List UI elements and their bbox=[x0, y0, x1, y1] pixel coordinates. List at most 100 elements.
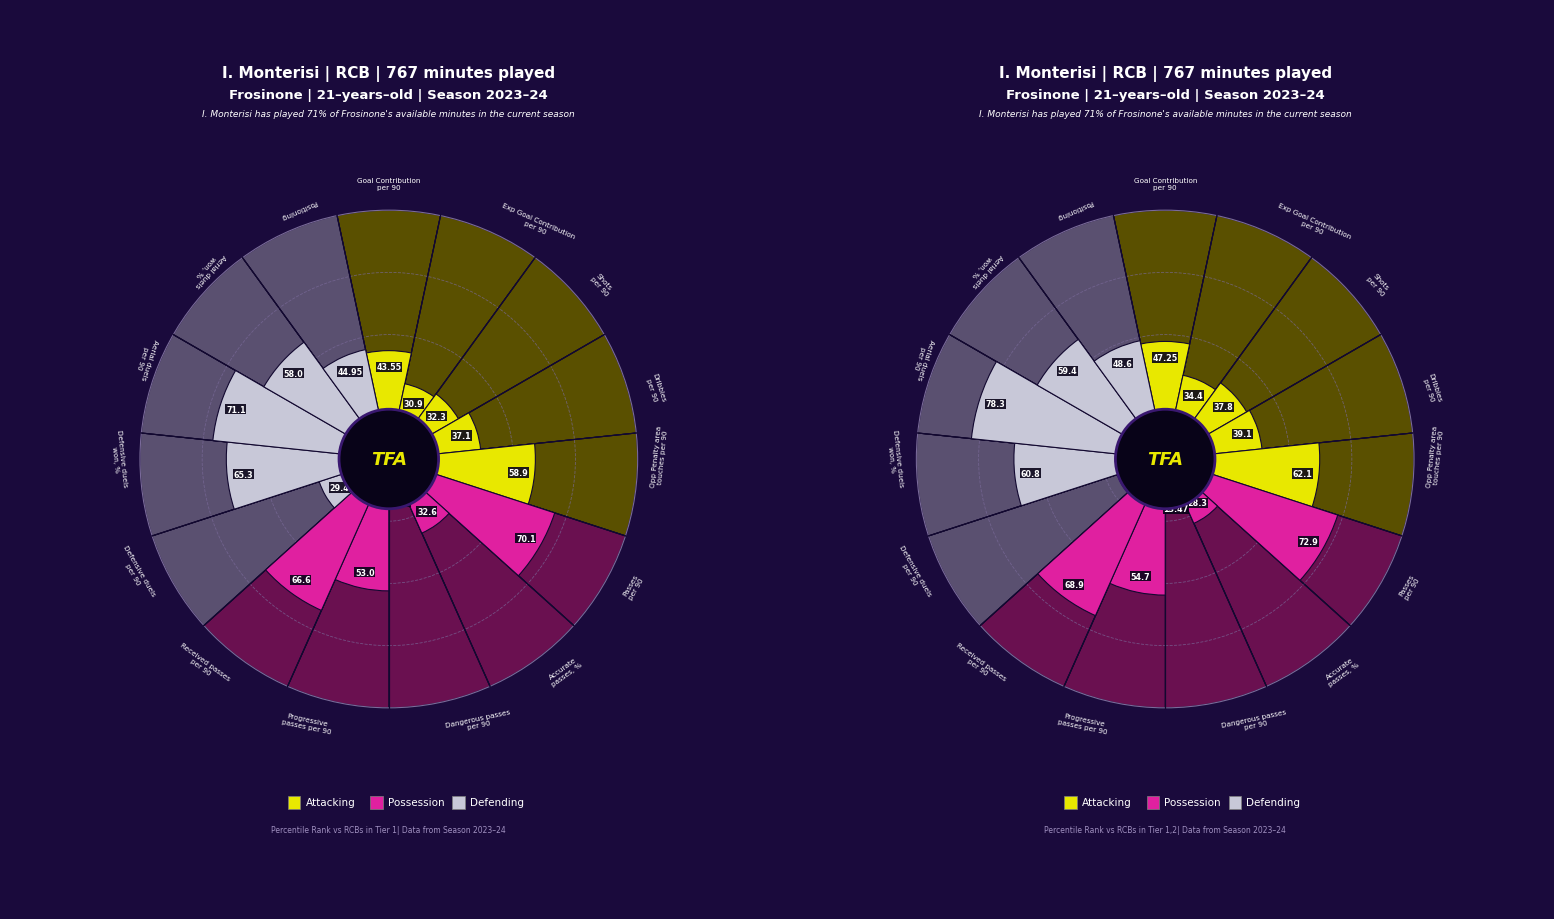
Wedge shape bbox=[388, 460, 573, 686]
Text: 43.55: 43.55 bbox=[376, 363, 401, 372]
Text: 78.3: 78.3 bbox=[985, 400, 1005, 409]
Text: Percentile Rank vs RCBs in Tier 1| Data from Season 2023–24: Percentile Rank vs RCBs in Tier 1| Data … bbox=[272, 825, 507, 834]
Text: I. Monterisi | RCB | 767 minutes played: I. Monterisi | RCB | 767 minutes played bbox=[222, 65, 555, 82]
Wedge shape bbox=[1166, 383, 1246, 460]
Text: 59.4: 59.4 bbox=[1058, 367, 1077, 376]
Text: 34.4: 34.4 bbox=[1184, 391, 1203, 401]
Text: Defensive duels
per 90: Defensive duels per 90 bbox=[892, 544, 932, 600]
Text: Accurate
passes, %: Accurate passes, % bbox=[1322, 655, 1360, 687]
Text: 58.0: 58.0 bbox=[284, 369, 303, 379]
Wedge shape bbox=[141, 335, 388, 460]
Text: I. Monterisi | RCB | 767 minutes played: I. Monterisi | RCB | 767 minutes played bbox=[999, 65, 1332, 82]
Text: 62.1: 62.1 bbox=[1293, 470, 1313, 479]
Text: 28.3: 28.3 bbox=[1187, 499, 1207, 508]
Wedge shape bbox=[388, 460, 555, 576]
Text: 30.9: 30.9 bbox=[404, 400, 423, 409]
Wedge shape bbox=[981, 460, 1166, 686]
Text: 71.1: 71.1 bbox=[227, 405, 246, 414]
Wedge shape bbox=[213, 371, 388, 460]
Wedge shape bbox=[242, 216, 388, 460]
Wedge shape bbox=[1166, 434, 1414, 537]
Text: Possession: Possession bbox=[1164, 798, 1220, 808]
FancyBboxPatch shape bbox=[287, 797, 300, 809]
Text: 53.0: 53.0 bbox=[354, 568, 375, 577]
Text: I. Monterisi has played 71% of Frosinone's available minutes in the current seas: I. Monterisi has played 71% of Frosinone… bbox=[202, 110, 575, 119]
Text: 48.6: 48.6 bbox=[1113, 359, 1133, 369]
Wedge shape bbox=[367, 351, 412, 460]
Text: Received passes
per 90: Received passes per 90 bbox=[174, 641, 232, 687]
Text: 32.6: 32.6 bbox=[416, 507, 437, 516]
Wedge shape bbox=[227, 443, 388, 510]
Wedge shape bbox=[388, 434, 637, 537]
Text: 44.95: 44.95 bbox=[337, 368, 362, 377]
Text: Dribbles
per 90: Dribbles per 90 bbox=[645, 372, 667, 405]
Text: Aerial duels
per 90: Aerial duels per 90 bbox=[909, 336, 936, 380]
Wedge shape bbox=[266, 460, 388, 611]
Wedge shape bbox=[917, 434, 1166, 537]
Text: Defending: Defending bbox=[1246, 798, 1301, 808]
Wedge shape bbox=[1166, 460, 1179, 493]
Wedge shape bbox=[1166, 258, 1380, 460]
Wedge shape bbox=[1038, 460, 1166, 616]
Text: 39.1: 39.1 bbox=[1232, 430, 1253, 439]
Circle shape bbox=[1116, 410, 1215, 509]
Text: 47.25: 47.25 bbox=[1153, 354, 1178, 363]
Wedge shape bbox=[337, 211, 440, 460]
Wedge shape bbox=[152, 460, 388, 626]
Wedge shape bbox=[264, 343, 388, 460]
Wedge shape bbox=[204, 460, 388, 686]
Wedge shape bbox=[388, 394, 458, 460]
Wedge shape bbox=[388, 335, 636, 460]
Text: Aerial duels
won, %: Aerial duels won, % bbox=[190, 248, 227, 289]
FancyBboxPatch shape bbox=[1064, 797, 1077, 809]
Text: Defending: Defending bbox=[469, 798, 524, 808]
Text: 29.4: 29.4 bbox=[329, 483, 350, 493]
Wedge shape bbox=[1117, 460, 1166, 494]
Text: Defensive duels
per 90: Defensive duels per 90 bbox=[117, 544, 155, 600]
Wedge shape bbox=[1114, 211, 1217, 460]
Wedge shape bbox=[1166, 376, 1215, 460]
Text: Attacking: Attacking bbox=[306, 798, 356, 808]
Text: Shots
per 90: Shots per 90 bbox=[589, 271, 614, 298]
Text: Dangerous passes
per 90: Dangerous passes per 90 bbox=[444, 709, 513, 735]
Text: Aerial duels
per 90: Aerial duels per 90 bbox=[134, 336, 159, 380]
Text: 20.2: 20.2 bbox=[1125, 472, 1145, 481]
Wedge shape bbox=[287, 460, 388, 708]
Text: Possession: Possession bbox=[387, 798, 444, 808]
Wedge shape bbox=[388, 460, 399, 485]
Wedge shape bbox=[388, 384, 434, 460]
Wedge shape bbox=[1013, 444, 1166, 506]
Wedge shape bbox=[140, 434, 388, 537]
Text: Goal Contribution
per 90: Goal Contribution per 90 bbox=[1133, 178, 1197, 191]
Wedge shape bbox=[1166, 335, 1413, 460]
Wedge shape bbox=[1166, 443, 1319, 507]
Text: 13.47: 13.47 bbox=[1164, 505, 1189, 514]
Text: Defensive duels
won, %: Defensive duels won, % bbox=[109, 429, 127, 488]
Text: Dangerous passes
per 90: Dangerous passes per 90 bbox=[1221, 709, 1288, 735]
Text: 66.6: 66.6 bbox=[291, 576, 311, 584]
Text: Attacking: Attacking bbox=[1082, 798, 1131, 808]
Text: 37.1: 37.1 bbox=[451, 432, 471, 440]
Text: Opp Penalty area
touches per 90: Opp Penalty area touches per 90 bbox=[650, 425, 670, 488]
Text: Received passes
per 90: Received passes per 90 bbox=[951, 641, 1007, 687]
Wedge shape bbox=[388, 460, 490, 708]
Text: Defensive duels
won, %: Defensive duels won, % bbox=[886, 429, 904, 488]
Text: 58.9: 58.9 bbox=[508, 469, 528, 478]
Wedge shape bbox=[1166, 216, 1312, 460]
Wedge shape bbox=[1166, 460, 1402, 626]
Text: Shots
per 90: Shots per 90 bbox=[1364, 271, 1391, 298]
Wedge shape bbox=[1141, 342, 1190, 460]
Wedge shape bbox=[1019, 216, 1166, 460]
Text: Positioning: Positioning bbox=[1055, 199, 1094, 220]
Text: Dribbles
per 90: Dribbles per 90 bbox=[1420, 372, 1442, 405]
Wedge shape bbox=[929, 460, 1166, 626]
Text: 72.9: 72.9 bbox=[1299, 538, 1318, 547]
Text: 10.53: 10.53 bbox=[385, 497, 410, 506]
Text: Passes
per 90: Passes per 90 bbox=[1399, 573, 1422, 600]
Wedge shape bbox=[319, 460, 388, 508]
Text: Aerial duels
won, %: Aerial duels won, % bbox=[965, 248, 1004, 289]
Wedge shape bbox=[1166, 460, 1350, 686]
Circle shape bbox=[339, 410, 438, 509]
Text: Accurate
passes, %: Accurate passes, % bbox=[547, 655, 584, 687]
Wedge shape bbox=[1094, 341, 1166, 460]
